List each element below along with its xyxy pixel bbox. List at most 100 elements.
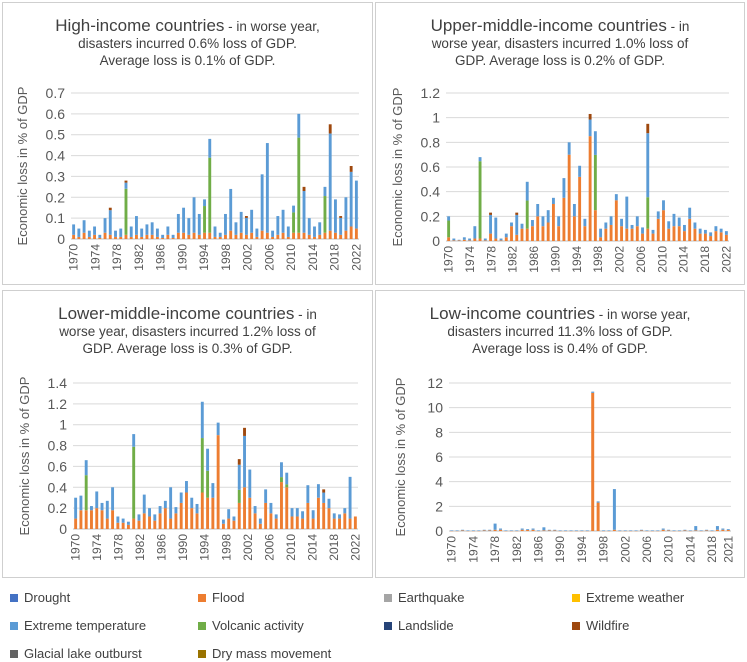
chart-low-income: 0 2 4 6 8 10 12 Economic loss in % of GDP 1970 19… bbox=[393, 375, 735, 563]
bar-segment-flood bbox=[185, 492, 188, 529]
bar-segment-volcanic-activity bbox=[593, 154, 597, 211]
panel-upper-middle-income: Upper-middle-income countries - in worse… bbox=[375, 2, 745, 285]
bar-segment-flood bbox=[542, 530, 546, 531]
x-tick-label: 1970 bbox=[442, 246, 456, 273]
bar-segment-flood bbox=[478, 238, 482, 241]
bar-segment-extreme-temperature bbox=[93, 226, 96, 235]
bar-segment-flood bbox=[667, 228, 671, 241]
bar-segment-extreme-temperature bbox=[564, 530, 568, 531]
bar-segment-flood bbox=[313, 236, 316, 239]
bar-segment-extreme-temperature bbox=[185, 481, 188, 493]
title-line2: worse year, disasters incurred 1.0% loss… bbox=[431, 36, 689, 51]
bar-segment-extreme-temperature bbox=[195, 503, 199, 514]
x-tick-label: 2018 bbox=[705, 536, 719, 563]
bar-segment-flood bbox=[721, 529, 725, 531]
bar-segment-extreme-temperature bbox=[98, 234, 102, 238]
bar-segment-flood bbox=[683, 530, 687, 531]
bar-segment-flood bbox=[171, 237, 175, 239]
bar-segment-flood bbox=[87, 236, 91, 239]
bar-segment-wildfire bbox=[328, 124, 332, 134]
x-tick-label: 1994 bbox=[198, 534, 212, 561]
bar-segment-extreme-temperature bbox=[129, 226, 133, 237]
bar-segment-wildfire bbox=[243, 427, 246, 436]
y-tick-label: 1.4 bbox=[48, 375, 68, 391]
bar-segment-extreme-temperature bbox=[90, 506, 93, 511]
legend-item: Flood bbox=[198, 590, 245, 606]
bar-segment-flood bbox=[264, 502, 268, 529]
title-line3: Average loss is 0.1% of GDP. bbox=[99, 53, 276, 68]
bar-segment-extreme-temperature bbox=[542, 527, 546, 531]
x-tick-label: 1986 bbox=[532, 536, 546, 563]
bar-segment-volcanic-activity bbox=[203, 206, 206, 233]
title-line3: Average loss is 0.4% of GDP. bbox=[472, 341, 648, 356]
bar-segment-flood bbox=[348, 518, 352, 529]
bar-segment-extreme-temperature bbox=[244, 217, 248, 235]
bar-segment-flood bbox=[208, 232, 212, 239]
bar-segment-flood bbox=[651, 233, 655, 241]
bar-segment-flood bbox=[93, 234, 96, 239]
bar-segment-flood bbox=[344, 230, 348, 239]
chart-title: Upper-middle-income countries - in worse… bbox=[376, 17, 744, 69]
bar-segment-flood bbox=[95, 508, 99, 529]
bar-segment-flood bbox=[84, 510, 88, 529]
bar-segment-extreme-temperature bbox=[176, 213, 180, 233]
bar-segment-extreme-temperature bbox=[447, 216, 451, 221]
bar-segment-extreme-temperature bbox=[457, 239, 461, 241]
bar-segment-extreme-temperature bbox=[114, 230, 117, 237]
bar-segment-extreme-temperature bbox=[634, 530, 638, 531]
bar-segment-volcanic-activity bbox=[447, 220, 451, 238]
bar-segment-wildfire bbox=[244, 216, 248, 218]
bar-segment-flood bbox=[640, 530, 644, 531]
x-tick-label: 2014 bbox=[305, 534, 319, 561]
bar-segment-flood bbox=[179, 502, 183, 529]
bar-segment-flood bbox=[221, 523, 225, 529]
bar-segment-extreme-temperature bbox=[578, 165, 582, 177]
bar-segment-flood bbox=[137, 520, 141, 529]
x-tick-label: 2018 bbox=[327, 534, 341, 561]
bar-segment-flood bbox=[661, 529, 665, 531]
bar-segment-flood bbox=[546, 222, 550, 241]
bar-segment-flood bbox=[148, 516, 151, 529]
bar-segment-extreme-temperature bbox=[311, 510, 315, 519]
title-bold: Upper-middle-income countries bbox=[430, 16, 667, 35]
y-axis-label: Economic loss in % of GDP bbox=[390, 88, 405, 247]
bar-segment-extreme-temperature bbox=[232, 516, 236, 521]
x-tick-label: 2002 bbox=[613, 246, 627, 273]
legend-swatch bbox=[198, 622, 206, 630]
bar-segment-extreme-temperature bbox=[200, 401, 204, 439]
bar-segment-extreme-temperature bbox=[190, 497, 194, 509]
bar-segment-flood bbox=[195, 513, 199, 529]
bar-segment-extreme-temperature bbox=[656, 530, 660, 531]
legend-label: Earthquake bbox=[398, 590, 465, 605]
bar-segment-flood bbox=[200, 492, 204, 529]
bar-segment-flood bbox=[295, 516, 299, 529]
bar-segment-flood bbox=[520, 228, 524, 241]
bar-segment-flood bbox=[338, 518, 341, 529]
bar-segment-extreme-temperature bbox=[161, 234, 165, 238]
bar-segment-extreme-temperature bbox=[551, 197, 555, 204]
bar-segment-extreme-temperature bbox=[580, 530, 584, 531]
bar-segment-flood bbox=[114, 236, 117, 239]
bar-segment-extreme-temperature bbox=[572, 204, 576, 217]
bar-segment-extreme-temperature bbox=[602, 530, 606, 531]
bar-segment-extreme-temperature bbox=[145, 224, 149, 235]
bar-segment-flood bbox=[244, 234, 248, 239]
bar-segment-extreme-temperature bbox=[699, 530, 703, 531]
bar-segment-extreme-temperature bbox=[276, 216, 280, 235]
bar-segment-flood bbox=[153, 520, 157, 529]
bar-segment-wildfire bbox=[124, 180, 128, 183]
bar-segment-flood bbox=[119, 236, 123, 239]
bar-segment-flood bbox=[155, 236, 159, 239]
bar-segment-flood bbox=[260, 230, 264, 239]
bar-segment-flood bbox=[553, 530, 557, 531]
bar-segment-extreme-temperature bbox=[221, 519, 225, 524]
bar-segment-extreme-temperature bbox=[108, 210, 112, 235]
bar-segment-extreme-temperature bbox=[243, 435, 246, 488]
x-tick-label: 2021 bbox=[721, 536, 735, 563]
bar-segment-extreme-temperature bbox=[82, 220, 86, 233]
bar-segment-flood bbox=[620, 226, 623, 241]
bar-segment-extreme-temperature bbox=[253, 506, 257, 514]
legend-swatch bbox=[572, 622, 580, 630]
bar-segment-flood bbox=[353, 516, 357, 529]
bar-segment-flood bbox=[683, 231, 686, 241]
